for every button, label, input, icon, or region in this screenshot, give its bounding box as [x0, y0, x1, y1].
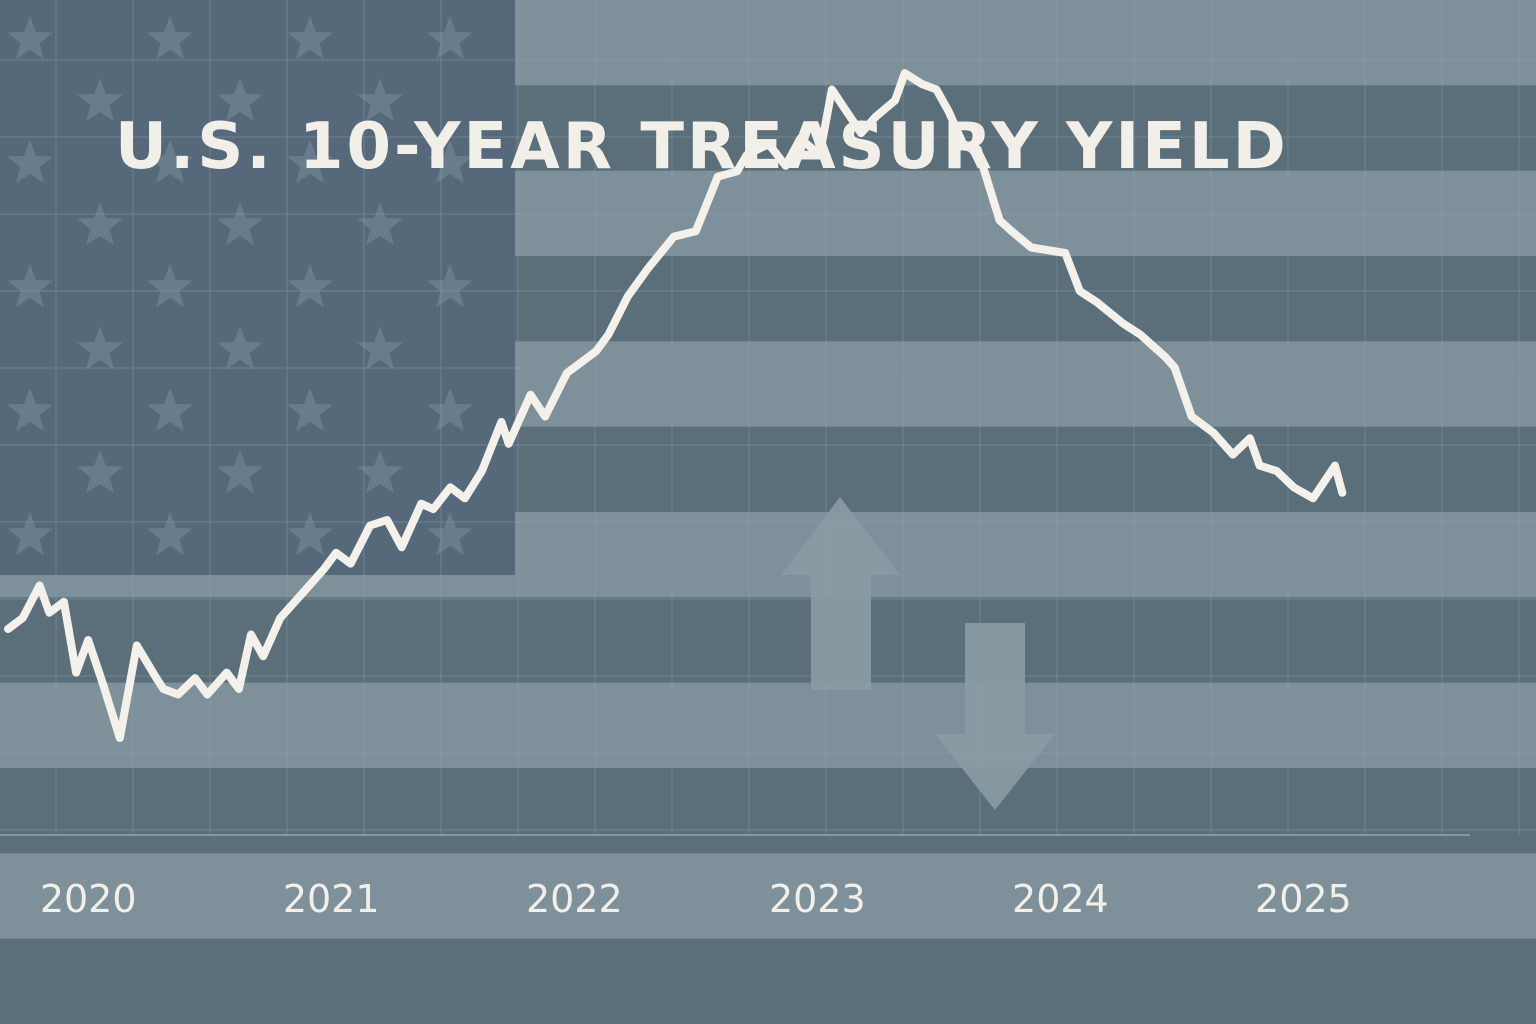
series-layer: [4, 69, 1347, 742]
flag-star: [287, 16, 333, 60]
flag-star: [7, 140, 53, 184]
flag-star: [7, 388, 53, 432]
flag-star: [427, 388, 473, 432]
flag-star: [287, 388, 333, 432]
x-tick-label: 2024: [1012, 877, 1109, 921]
arrow-annotations: [781, 497, 1055, 810]
flag-star: [217, 78, 263, 122]
flag-star: [147, 512, 193, 556]
yield-series-line: [4, 69, 1347, 742]
flag-star: [287, 512, 333, 556]
flag-star: [147, 264, 193, 308]
flag-stripe: [0, 853, 1536, 940]
x-tick-label: 2025: [1255, 877, 1352, 921]
flag-star: [77, 326, 123, 370]
flag-star: [77, 202, 123, 246]
flag-star: [287, 264, 333, 308]
flag-star: [7, 16, 53, 60]
flag-star: [217, 450, 263, 494]
flag-stripe: [0, 768, 1536, 855]
flag-star: [217, 326, 263, 370]
x-tick-label: 2022: [526, 877, 623, 921]
chart-title: U.S. 10-YEAR TREASURY YIELD: [115, 110, 1289, 184]
chart-grid: [0, 0, 1536, 836]
flag-star: [357, 326, 403, 370]
flag-star: [147, 16, 193, 60]
flag-star: [427, 140, 473, 184]
x-axis-tick-labels: 2020 2021 2022 2023 2024 2025: [40, 877, 1352, 921]
flag-star: [217, 202, 263, 246]
flag-star: [427, 16, 473, 60]
flag-star: [147, 140, 193, 184]
flag-star: [357, 450, 403, 494]
flag-star: [287, 140, 333, 184]
up-arrow-icon: [781, 497, 900, 690]
flag-star: [77, 78, 123, 122]
flag-stripe: [0, 597, 1536, 684]
flag-star: [357, 78, 403, 122]
x-tick-label: 2020: [40, 877, 137, 921]
flag-star: [427, 264, 473, 308]
flag-star: [77, 450, 123, 494]
flag-star: [147, 388, 193, 432]
flag-star: [427, 512, 473, 556]
x-tick-label: 2023: [769, 877, 866, 921]
flag-star: [7, 512, 53, 556]
flag-star: [7, 264, 53, 308]
flag-stripe: [0, 938, 1536, 1024]
flag-stripe: [0, 682, 1536, 769]
x-tick-label: 2021: [283, 877, 380, 921]
flag-star: [357, 202, 403, 246]
down-arrow-icon: [935, 623, 1055, 810]
